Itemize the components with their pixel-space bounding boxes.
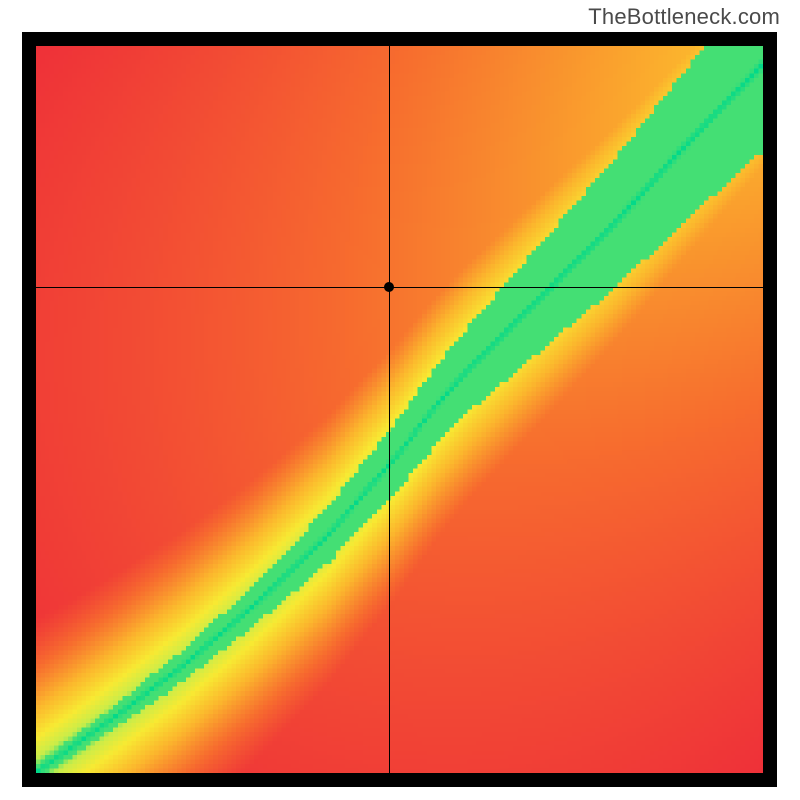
crosshair-vertical xyxy=(389,46,390,773)
bottleneck-heatmap xyxy=(36,46,763,773)
crosshair-horizontal xyxy=(36,287,763,288)
watermark-text: TheBottleneck.com xyxy=(588,4,780,30)
crosshair-marker xyxy=(384,282,394,292)
